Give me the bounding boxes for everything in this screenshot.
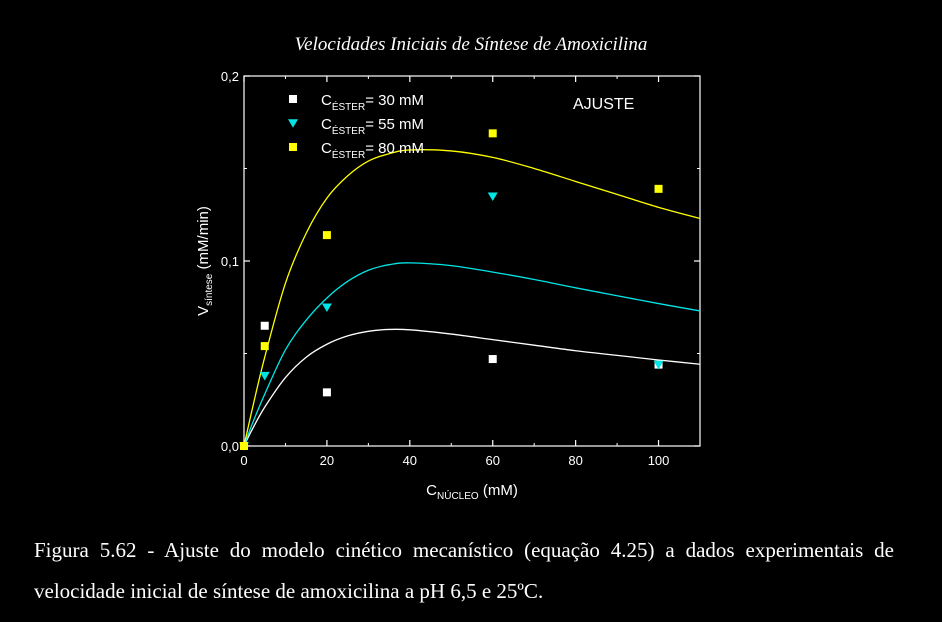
fit-curve-2	[243, 262, 701, 447]
chart-legend: CÉSTER= 30 mM CÉSTER= 55 mM CÉSTER= 80 mM	[288, 92, 424, 161]
data-point-series-3	[654, 184, 663, 193]
legend-label-2: CÉSTER= 55 mM	[321, 116, 424, 137]
data-points	[239, 129, 664, 451]
data-point-series-2	[321, 303, 332, 313]
y-axis-label: Vsíntese (mM/min)	[195, 206, 215, 316]
plot-frame	[243, 75, 701, 447]
x-axis-label: CNÚCLEO (mM)	[426, 482, 518, 502]
chart-axes: 0 20 40 60 80 100 0,0 0,1 0,2 CNÚCLEO (mM) Vsíntes…	[195, 69, 701, 502]
data-point-series-3	[488, 129, 497, 138]
data-point-series-2	[653, 360, 664, 370]
legend-marker-2	[288, 119, 298, 128]
fit-curve-3	[243, 149, 701, 447]
data-point-series-3	[240, 442, 248, 450]
chart-title: Velocidades Iniciais de Síntese de Amoxi…	[294, 34, 648, 55]
x-tick-label: 20	[320, 453, 334, 468]
y-tick-label: 0,2	[221, 69, 239, 84]
x-tick-label: 60	[485, 453, 499, 468]
chart-plot: 0 20 40 60 80 100 0,0 0,1 0,2 CNÚCLEO (mM) Vsíntes…	[195, 69, 701, 502]
legend-marker-1	[289, 95, 297, 103]
data-point-series-1	[260, 321, 269, 330]
data-point-series-2	[487, 192, 498, 202]
y-tick-label: 0,0	[221, 439, 239, 454]
legend-marker-3	[289, 143, 297, 151]
figure-caption: Figura 5.62 - Ajuste do modelo cinético …	[34, 538, 894, 603]
chart-annotation: AJUSTE	[573, 96, 634, 113]
x-tick-label: 0	[240, 453, 247, 468]
data-point-series-3	[322, 231, 331, 240]
fit-curve-1	[243, 328, 701, 447]
data-point-series-3	[260, 342, 269, 351]
y-tick-label: 0,1	[221, 254, 239, 269]
x-tick-label: 80	[568, 453, 582, 468]
x-tick-label: 100	[648, 453, 670, 468]
legend-label-3: CÉSTER= 80 mM	[321, 140, 424, 161]
legend-label-1: CÉSTER= 30 mM	[321, 92, 424, 113]
data-point-series-1	[322, 388, 331, 397]
data-point-series-2	[259, 371, 270, 381]
data-point-series-1	[488, 355, 497, 364]
x-tick-label: 40	[403, 453, 417, 468]
fit-curves	[243, 149, 701, 447]
